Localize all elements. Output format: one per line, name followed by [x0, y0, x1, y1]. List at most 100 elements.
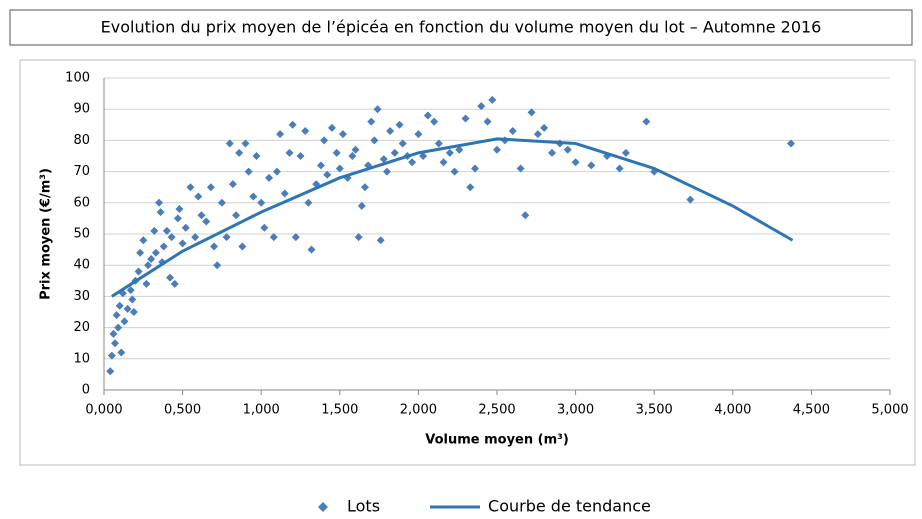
y-axis-title: Prix moyen (€/m³): [39, 168, 54, 300]
point: [162, 226, 171, 235]
point: [423, 111, 432, 120]
point: [111, 339, 120, 348]
point: [181, 223, 190, 232]
x-tick-label: 4,000: [714, 403, 751, 418]
x-tick-label: 4,500: [793, 403, 830, 418]
y-tick-label: 20: [73, 320, 90, 335]
point: [642, 117, 651, 126]
point: [288, 120, 297, 129]
point: [291, 233, 300, 242]
point: [213, 261, 222, 270]
trend-line: [111, 137, 794, 298]
point: [786, 139, 795, 148]
point: [120, 317, 129, 326]
x-tick-label: 3,500: [636, 403, 673, 418]
point: [139, 236, 148, 245]
point: [156, 208, 165, 217]
x-tick-label: 0,500: [164, 403, 201, 418]
point: [323, 170, 332, 179]
point: [276, 130, 285, 139]
point: [197, 211, 206, 220]
point: [327, 123, 336, 132]
point: [466, 183, 475, 192]
point: [167, 233, 176, 242]
point: [439, 158, 448, 167]
point: [382, 167, 391, 176]
point: [194, 192, 203, 201]
point: [395, 120, 404, 129]
point: [175, 205, 184, 214]
y-tick-label: 0: [82, 383, 90, 398]
point: [128, 295, 137, 304]
point: [166, 273, 175, 282]
point: [260, 223, 269, 232]
point: [563, 145, 572, 154]
point: [477, 102, 486, 111]
point: [269, 233, 278, 242]
x-tick-label: 0,000: [85, 403, 122, 418]
point: [159, 242, 168, 251]
plot-frame: [19, 59, 916, 466]
point: [470, 164, 479, 173]
point: [126, 286, 135, 295]
point: [398, 139, 407, 148]
point: [228, 180, 237, 189]
point: [109, 329, 118, 338]
point: [106, 367, 115, 376]
y-tick-label: 60: [73, 195, 90, 210]
point: [488, 95, 497, 104]
point: [147, 254, 156, 263]
point: [367, 117, 376, 126]
y-tick-label: 100: [65, 71, 90, 86]
point: [114, 323, 123, 332]
point: [142, 279, 151, 288]
point: [483, 117, 492, 126]
y-tick-label: 90: [73, 102, 90, 117]
point: [571, 158, 580, 167]
point: [379, 155, 388, 164]
point: [461, 114, 470, 123]
point: [434, 139, 443, 148]
point: [151, 248, 160, 257]
y-tick-label: 40: [73, 258, 90, 273]
x-tick-label: 2,000: [400, 403, 437, 418]
point: [222, 233, 231, 242]
point: [107, 351, 116, 360]
point: [144, 261, 153, 270]
x-tick-label: 3,000: [557, 403, 594, 418]
x-tick-label: 5,000: [871, 403, 908, 418]
point: [252, 152, 261, 160]
y-tick-label: 80: [73, 133, 90, 148]
point: [280, 189, 289, 198]
point: [320, 136, 329, 145]
point: [430, 117, 439, 126]
point: [210, 242, 219, 251]
legend-label: Lots: [347, 497, 380, 516]
point: [376, 236, 385, 245]
point: [516, 164, 525, 173]
point: [117, 348, 126, 357]
point: [217, 198, 226, 207]
point: [225, 139, 234, 148]
point: [115, 301, 124, 310]
chart-title: Evolution du prix moyen de l’épicéa en f…: [101, 18, 822, 37]
point: [170, 279, 179, 288]
y-tick-label: 70: [73, 164, 90, 179]
point: [155, 198, 164, 207]
point: [241, 139, 250, 148]
point: [508, 127, 517, 136]
point: [390, 148, 399, 157]
point: [307, 245, 316, 254]
point: [548, 148, 557, 157]
point: [414, 130, 423, 139]
point: [686, 195, 695, 204]
point: [232, 211, 241, 220]
point: [386, 127, 395, 136]
point: [150, 226, 159, 235]
x-tick-label: 1,000: [243, 403, 280, 418]
point: [206, 183, 215, 192]
title-box: [9, 9, 913, 46]
point: [521, 211, 530, 220]
x-axis-title: Volume moyen (m³): [425, 433, 569, 448]
